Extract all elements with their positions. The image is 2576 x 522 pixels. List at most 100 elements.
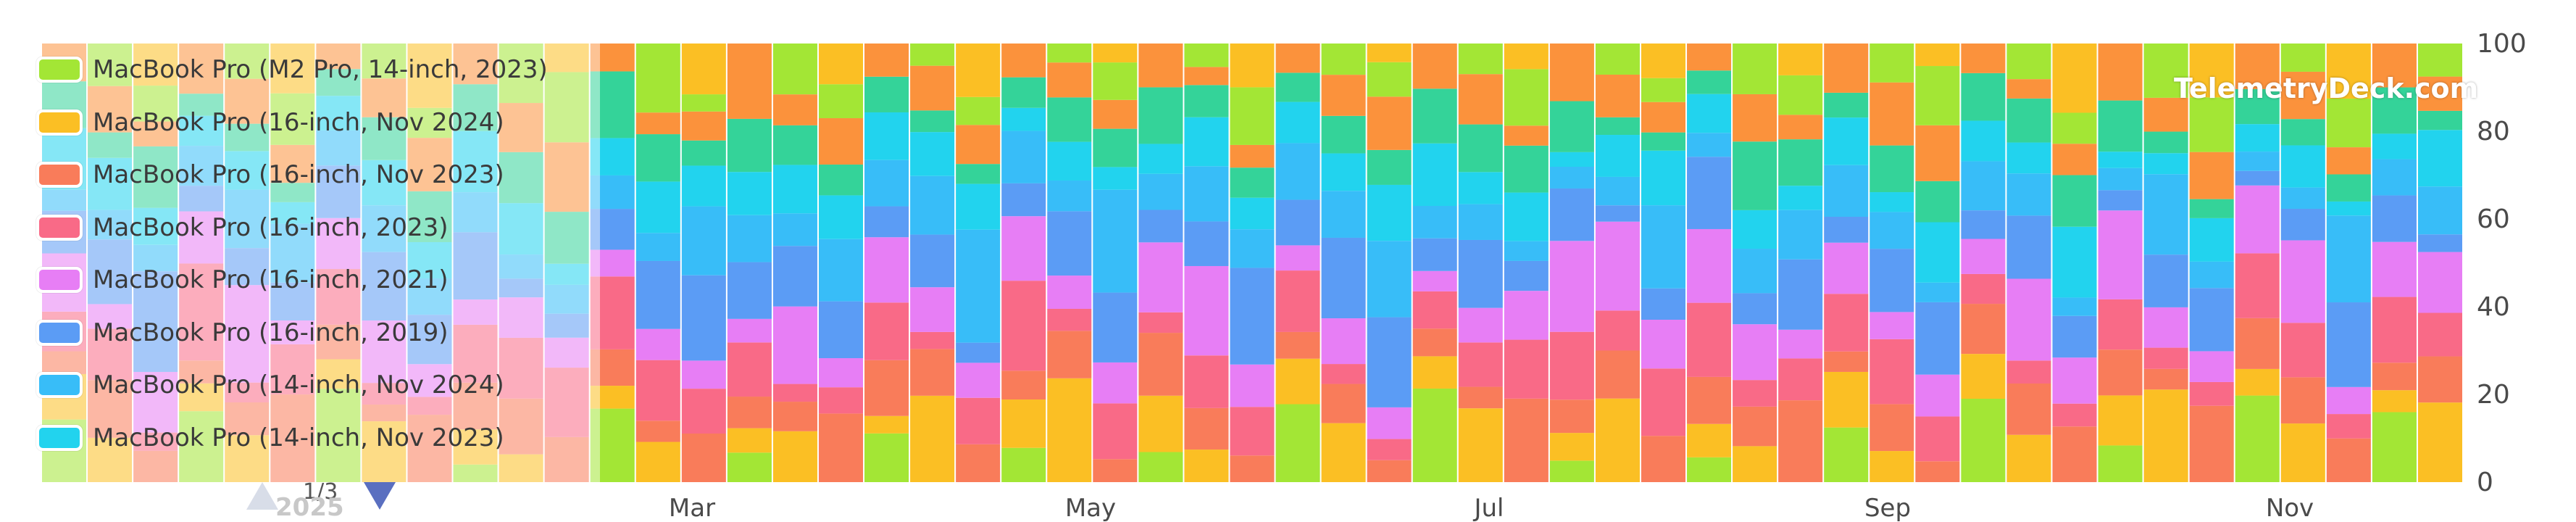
bar-segment xyxy=(1824,117,1869,165)
bar-segment xyxy=(635,112,680,135)
y-tick-label: 100 xyxy=(2477,29,2527,59)
bar-segment xyxy=(910,175,955,235)
bar-segment xyxy=(2098,100,2143,152)
bar-segment xyxy=(1870,82,1914,146)
bar-segment xyxy=(453,299,498,325)
legend-item[interactable]: MacBook Pro (14-inch, Nov 2024) xyxy=(36,359,601,412)
bar-segment xyxy=(179,411,224,482)
bar-segment xyxy=(1367,317,1412,407)
bar-segment xyxy=(681,111,726,141)
pager-up-icon[interactable] xyxy=(246,482,278,510)
legend-label: MacBook Pro (16-inch, 2021) xyxy=(93,265,449,295)
bar-segment xyxy=(316,359,361,389)
bar-segment xyxy=(2143,131,2188,154)
bar-segment xyxy=(772,213,817,246)
bar-segment xyxy=(1275,102,1320,144)
bar-segment xyxy=(1001,183,1046,217)
legend-swatch xyxy=(36,162,83,188)
bar-segment xyxy=(2052,175,2097,227)
bar-segment xyxy=(2417,356,2462,403)
bar-segment xyxy=(681,433,726,482)
bar-segment xyxy=(864,44,909,77)
bar-segment xyxy=(1915,125,1960,181)
bar-segment xyxy=(1230,144,1275,168)
bar-segment xyxy=(1824,165,1869,218)
bar-segment xyxy=(1778,44,1823,75)
legend-item[interactable]: MacBook Pro (16-inch, 2019) xyxy=(36,307,601,360)
bar-segment xyxy=(1778,400,1823,482)
bar-segment xyxy=(1321,115,1366,154)
legend-item[interactable]: MacBook Pro (16-inch, Nov 2023) xyxy=(36,149,601,202)
bar-segment xyxy=(1093,292,1138,362)
bar-segment xyxy=(1367,241,1412,318)
bar-segment xyxy=(407,241,452,279)
bar-segment xyxy=(1138,87,1183,144)
bar-segment xyxy=(2143,153,2188,175)
bar-segment xyxy=(225,123,270,152)
bar-segment xyxy=(910,234,955,288)
legend-item[interactable]: MacBook Pro (16-inch, Nov 2024) xyxy=(36,96,601,149)
bar-segment xyxy=(1733,44,1777,94)
bar-segment xyxy=(864,237,909,303)
bar-segment xyxy=(316,218,361,270)
bar-segment xyxy=(316,130,361,166)
bar-segment xyxy=(453,232,498,300)
x-year-label: 2025 xyxy=(275,493,344,522)
bar-segment xyxy=(1321,423,1366,482)
legend-label: MacBook Pro (14-inch, Nov 2024) xyxy=(93,370,504,400)
bar-segment xyxy=(2052,144,2097,175)
bar-segment xyxy=(727,118,772,173)
bar-segment xyxy=(544,284,589,314)
bar-segment xyxy=(2280,187,2325,209)
bar-segment xyxy=(1230,44,1275,88)
legend-swatch xyxy=(36,57,83,83)
bar-segment xyxy=(864,76,909,112)
bar-segment xyxy=(1595,205,1640,222)
bar-segment xyxy=(1321,364,1366,384)
bar-segment xyxy=(635,442,680,482)
bar-segment xyxy=(179,383,224,412)
bar-segment xyxy=(1230,407,1275,456)
bar-segment xyxy=(1321,384,1366,423)
bar-segment xyxy=(1321,153,1366,191)
bar-segment xyxy=(407,44,452,108)
bar-segment xyxy=(1093,459,1138,482)
bar-segment xyxy=(407,107,452,138)
bar-segment xyxy=(270,344,315,395)
bar-segment xyxy=(362,44,407,79)
bar-segment xyxy=(1687,44,1732,71)
legend-item[interactable]: MacBook Pro (M2 Pro, 14-inch, 2023) xyxy=(36,44,601,96)
bar-segment xyxy=(1824,294,1869,352)
bar-segment xyxy=(1687,157,1732,229)
legend-pager: 1/3 xyxy=(239,475,413,518)
bar-segment xyxy=(407,191,452,242)
bar-segment xyxy=(1961,273,2006,304)
bar-segment xyxy=(2006,384,2051,435)
bar-segment xyxy=(635,134,680,182)
bar-segment xyxy=(590,44,635,72)
bar-segment xyxy=(590,209,635,250)
legend-item[interactable]: MacBook Pro (14-inch, Nov 2023) xyxy=(36,412,601,465)
bar-segment xyxy=(1733,293,1777,325)
bar-segment xyxy=(1412,291,1457,329)
bar-segment xyxy=(864,206,909,238)
bar-segment xyxy=(2372,195,2417,242)
bar-segment xyxy=(1504,339,1548,399)
bar-segment xyxy=(2006,142,2051,174)
bar-segment xyxy=(1778,75,1823,115)
bar-segment xyxy=(681,389,726,434)
bar-segment xyxy=(864,160,909,207)
bar-segment xyxy=(1275,199,1320,246)
bar-segment xyxy=(590,175,635,210)
bar-segment xyxy=(1915,44,1960,67)
legend-item[interactable]: MacBook Pro (16-inch, 2021) xyxy=(36,254,601,307)
legend-item[interactable]: MacBook Pro (16-inch, 2023) xyxy=(36,202,601,254)
bar-segment xyxy=(2326,201,2371,216)
legend-label: MacBook Pro (M2 Pro, 14-inch, 2023) xyxy=(93,55,548,85)
pager-down-icon[interactable] xyxy=(364,482,396,510)
bar-segment xyxy=(316,269,361,325)
bar-segment xyxy=(1321,237,1366,319)
bar-segment xyxy=(956,397,1001,444)
bar-segment xyxy=(1641,368,1686,436)
bar-segment xyxy=(88,86,133,133)
